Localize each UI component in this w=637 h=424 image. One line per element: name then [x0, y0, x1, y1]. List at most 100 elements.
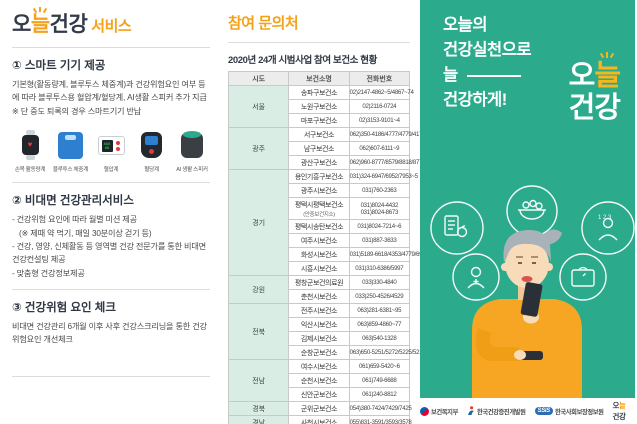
table-row: 강원 평창군보건의료원 033)330-4840: [227, 275, 411, 304]
phone-cell: 062)350-4186/4777/4779/4175: [348, 127, 426, 142]
center-name-cell: 화성시보건소: [288, 247, 350, 262]
table-row: 여주시보건소 031)887-3633: [229, 233, 411, 248]
phone-cell: 02)2147-4862~5/4867~74: [348, 85, 414, 100]
device-bluetooth-scale: 블루투스 체중계: [53, 128, 89, 173]
section1-heading: ① 스마트 기기 제공: [12, 60, 106, 72]
section2-heading: ② 비대면 건강관리서비스: [12, 195, 134, 208]
bullet-line: - 맞춤형 건강정보제공: [12, 268, 85, 278]
device-label: 손목 활동량계: [14, 167, 46, 174]
phone-cell: 033)250-4526/4529: [348, 289, 411, 304]
phone-cell: 031)8024-7214~6: [348, 219, 411, 234]
table-header-row: 시도 보건소명 전화번호: [227, 71, 411, 86]
center-name-cell: 여수시보건소: [288, 359, 350, 374]
ssis-logo: SSiS 한국사회보장정보원: [534, 407, 604, 416]
center-name-cell: 신안군보건소: [288, 387, 350, 402]
rays-icon: [39, 7, 42, 12]
divider: [12, 288, 210, 290]
health-center-table: 시도 보건소명 전화번호 서울 송파구보건소 02)2147-4862~5/4867…: [227, 71, 429, 424]
center-name-cell: 전주시보건소: [288, 303, 350, 318]
section1-body: 기본형(활동량계, 블루투스 체중계)과 건강위험요인 여부 등에 따라 블루투…: [12, 80, 207, 103]
center-name-cell: 평택시송탄보건소: [288, 219, 350, 234]
divider: [12, 376, 210, 378]
table-row: 익산시보건소 063)859-4860~77: [229, 317, 411, 332]
section2-body: - 건강위험 요인에 따라 월별 미션 제공 (※ 제때 약 먹기, 매일 30…: [12, 213, 210, 279]
speaker-icon: [174, 128, 210, 162]
scale-icon: [53, 128, 89, 162]
khepi-logo: 한국건강증진개발원: [467, 406, 526, 416]
center-name-cell: 익산시보건소: [288, 317, 350, 332]
logo-part: 오: [12, 13, 31, 36]
center-name-cell: 시흥시보건소: [288, 261, 350, 276]
device-wrist-tracker: ♥ 손목 활동량계: [12, 128, 48, 173]
center-name-cell: 평택시평택보건소 (안중보건지소): [288, 197, 350, 220]
center-name-cell: 마포구보건소: [288, 113, 350, 128]
device-blood-pressure: 888 88 혈압계: [93, 128, 129, 173]
service-panel: 오 늘건강 서비스 ① 스마트 기기 제공 기본형(활동량계, 블루투스 체중계)과…: [12, 7, 210, 386]
region-cell: 경기: [227, 169, 290, 276]
phone-cell: 031)8024-4432 031)8024-8673: [348, 197, 411, 220]
divider: [228, 42, 410, 43]
col-header-name: 보건소명: [288, 71, 350, 86]
region-cell: 전북: [227, 303, 290, 360]
divider: [12, 182, 210, 184]
table-row: 전남 여수시보건소 061)659-5420~6: [227, 359, 411, 402]
center-name-cell: 광산구보건소: [288, 155, 350, 170]
center-name-cell: 평창군보건의료원: [288, 275, 350, 290]
oneul-geongang-logo: 오 늘건강 서비스: [12, 7, 210, 38]
table-row: 신안군보건소 061)240-8812: [229, 387, 411, 402]
region-cell: 서울: [227, 85, 290, 128]
table-row: 화성시보건소 031)5189-6618/4353/4779/6946: [229, 247, 429, 262]
device-label: 블루투스 체중계: [52, 167, 89, 174]
headline-dash: [466, 74, 521, 78]
senior-with-phone-illustration: 1 2 3: [430, 185, 635, 398]
bullet-line: - 건강위험 요인에 따라 월별 미션 제공: [12, 215, 137, 225]
promo-panel: 1 2 3: [420, 0, 635, 398]
center-name-cell: 김제시보건소: [288, 331, 350, 346]
center-name-cell: 송파구보건소: [288, 85, 350, 100]
center-name-cell: 서구보건소: [288, 127, 350, 142]
contact-panel: 참여 문의처 2020년 24개 시범사업 참여 보건소 현황 시도 보건소명 …: [227, 8, 429, 424]
center-name-cell: 순천시보건소: [288, 373, 350, 388]
khepi-figure-icon: [467, 406, 474, 415]
ssis-mark: SSiS: [534, 407, 553, 415]
col-header-phone: 전화번호: [348, 71, 411, 86]
phone-cell: 02)2116-0724: [348, 99, 411, 114]
table-row: 서울 송파구보건소 02)2147-4862~5/4867~74: [227, 85, 414, 128]
mohw-logo: 보건복지부: [420, 406, 458, 416]
table-row: 전북 전주시보건소 063)281-6381~95: [227, 303, 411, 360]
headline-line: 건강실천으로: [443, 41, 532, 60]
logo-part: 늘: [30, 13, 50, 36]
phone-cell: 055)831-3591/3593/3578: [348, 415, 412, 424]
table-row: 경기 용인기흥구보건소 031)324-6947/6952/7953~5: [227, 169, 418, 276]
table-row: 광주시보건소 031)760-2363: [229, 183, 411, 198]
phone-cell: 063)859-4860~77: [348, 317, 411, 332]
oneul-geongang-footer-logo: 오늘건강: [612, 401, 626, 421]
table-row: 경남 사천시보건소 055)831-3591/3593/3578: [227, 415, 412, 424]
divider: [12, 47, 210, 48]
bullet-line: (※ 제때 약 먹기, 매일 30분이상 걷기 등): [19, 228, 152, 238]
device-label: AI 생활 스피커: [176, 167, 208, 174]
phone-cell: 031)760-2363: [348, 183, 411, 198]
phone-cell: 063)540-1328: [348, 331, 411, 346]
phone-cell: 061)749-6688: [348, 373, 411, 388]
region-cell: 광주: [227, 127, 290, 170]
phone-cell: 062)607-6111~9: [348, 141, 411, 156]
device-glucose-meter: 혈당계: [134, 128, 170, 173]
region-cell: 강원: [227, 275, 290, 304]
phone-cell: 063)281-6381~95: [348, 303, 411, 318]
svg-text:1 2 3: 1 2 3: [598, 215, 612, 221]
table-row: 광주 서구보건소 062)350-4186/4777/4779/4175: [227, 127, 426, 170]
section1-note: ※ 단 중도 퇴록의 경우 스마트기기 반납: [12, 107, 142, 117]
phone-cell: 031)310-6386/5997: [348, 261, 411, 276]
headline-line: 늘: [443, 63, 531, 88]
col-header-region: 시도: [227, 71, 290, 86]
phone-cell: 02)3153-9101~4: [348, 113, 411, 128]
table-row: 마포구보건소 02)3153-9101~4: [229, 113, 411, 128]
blood-pressure-icon: 888 88: [93, 128, 129, 162]
promo-headline: 오늘의 건강실천으로 늘 건강하게!: [443, 13, 532, 113]
region-cell: 전남: [227, 359, 290, 402]
table-row: 광산구보건소 062)960-8777/8579/8818/8778: [229, 155, 426, 170]
center-name-cell: 여주시보건소: [288, 233, 350, 248]
